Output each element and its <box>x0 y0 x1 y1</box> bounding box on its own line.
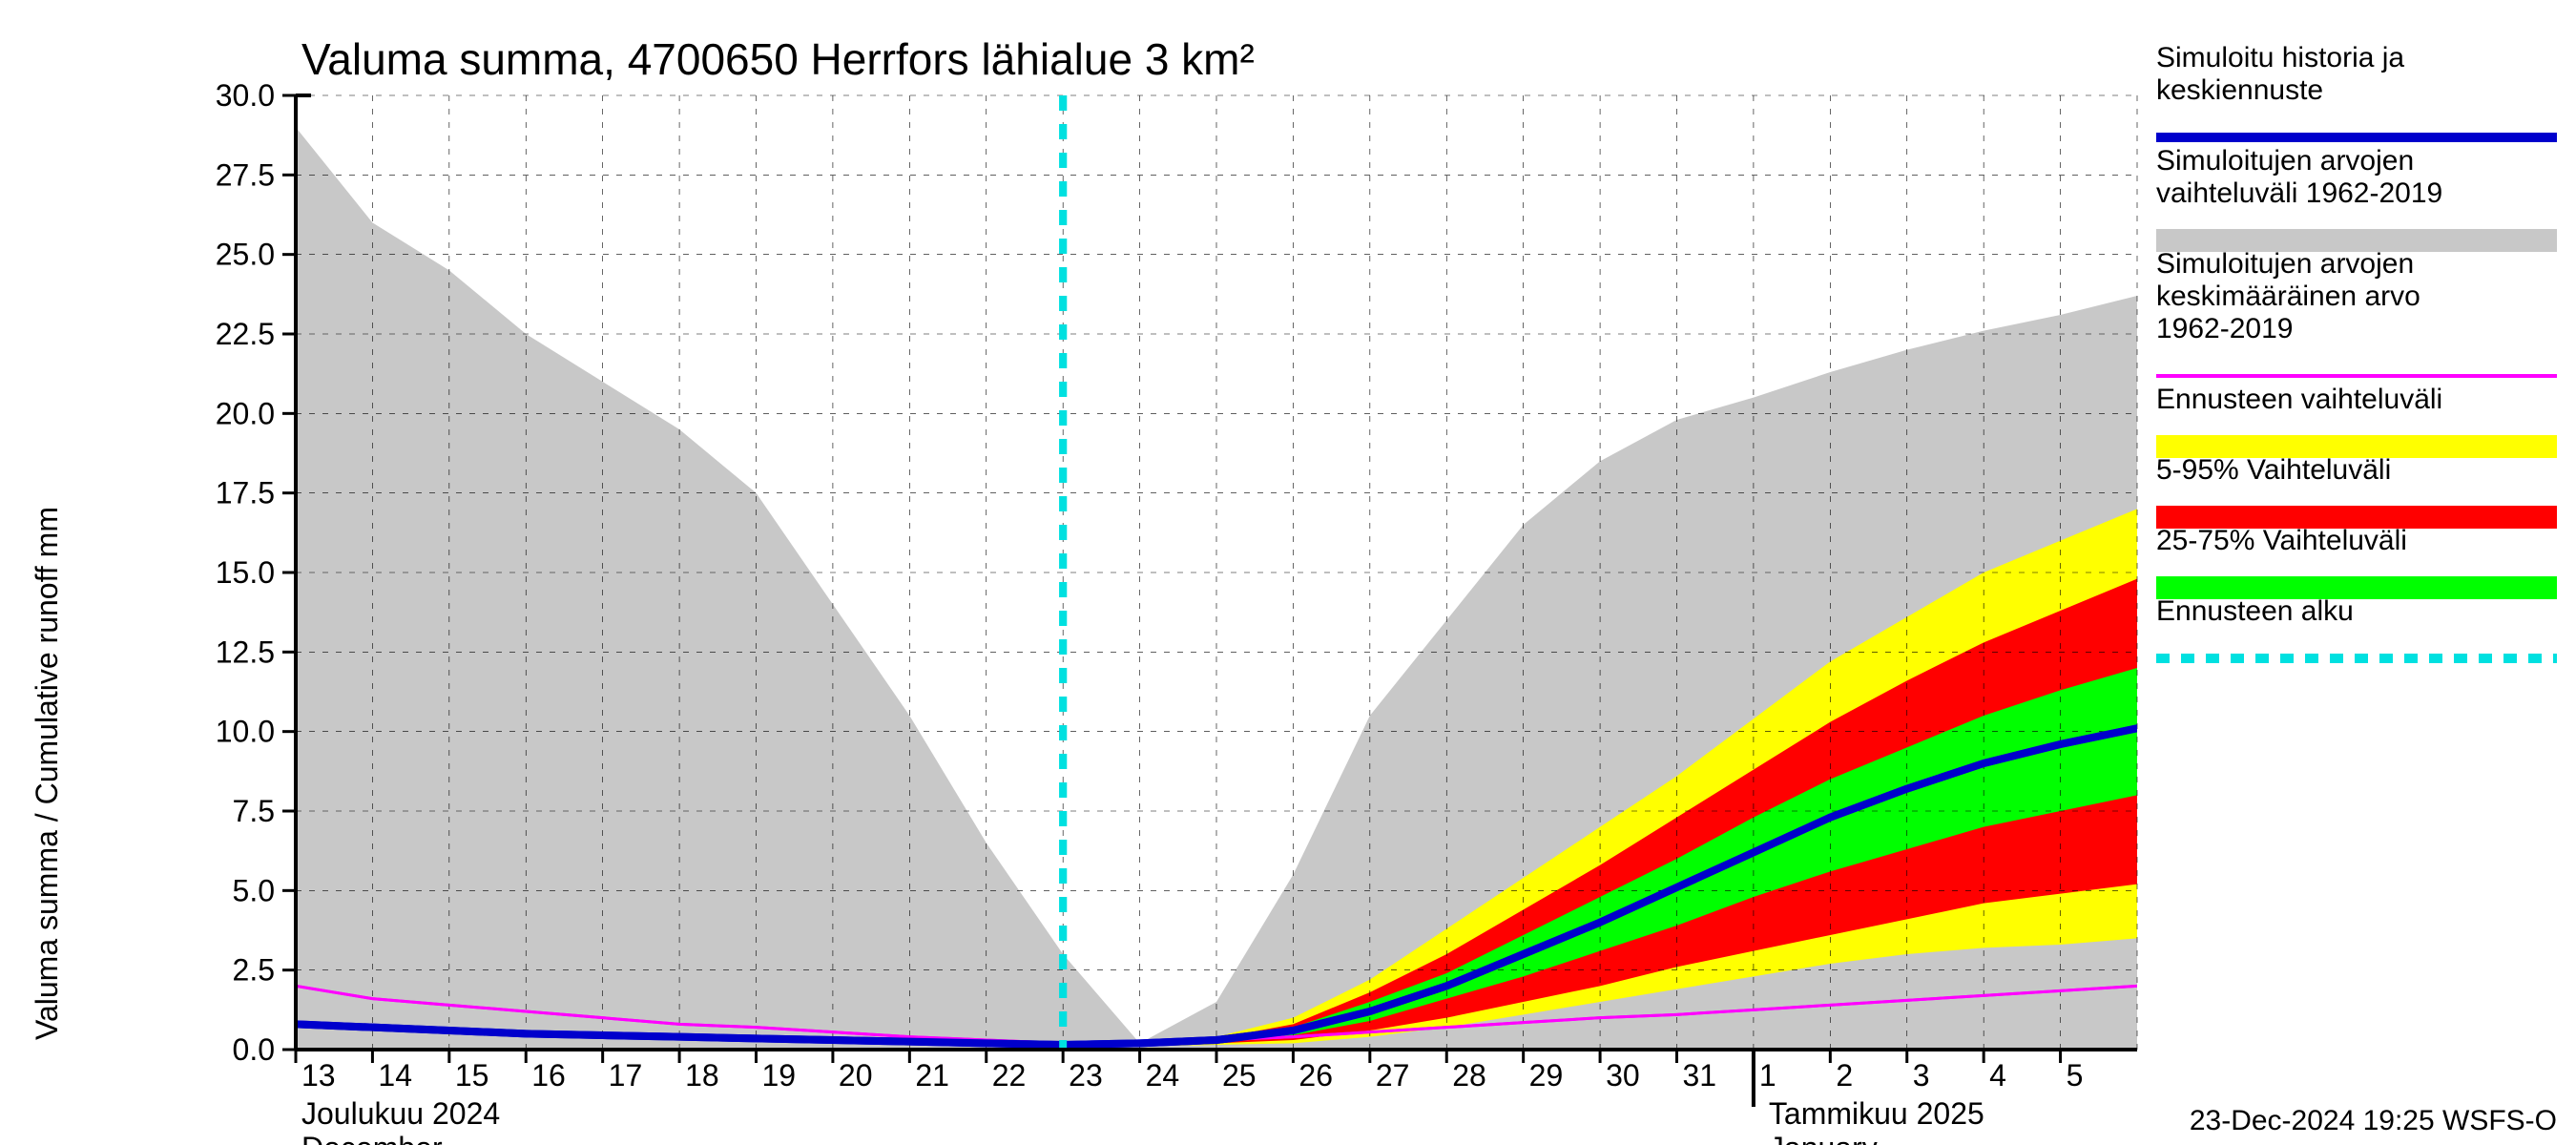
y-tick-label: 27.5 <box>216 157 275 192</box>
legend-label: keskimääräinen arvo <box>2156 281 2420 312</box>
x-tick-label: 22 <box>992 1058 1027 1093</box>
legend-label: Simuloitujen arvojen <box>2156 248 2414 280</box>
month-label-left-1: Joulukuu 2024 <box>301 1096 500 1131</box>
x-tick-label: 31 <box>1683 1058 1717 1093</box>
y-tick-label: 10.0 <box>216 715 275 749</box>
legend-label: Simuloitujen arvojen <box>2156 145 2414 177</box>
month-label-right-2: January <box>1769 1131 1878 1145</box>
legend-label: vaihteluväli 1962-2019 <box>2156 177 2442 209</box>
x-tick-label: 21 <box>915 1058 949 1093</box>
y-tick-label: 12.5 <box>216 635 275 669</box>
x-tick-label: 2 <box>1836 1058 1853 1093</box>
y-tick-label: 25.0 <box>216 238 275 272</box>
chart-title: Valuma summa, 4700650 Herrfors lähialue … <box>301 34 1255 84</box>
x-tick-label: 14 <box>378 1058 412 1093</box>
x-tick-label: 30 <box>1606 1058 1640 1093</box>
y-tick-label: 20.0 <box>216 396 275 430</box>
y-tick-label: 2.5 <box>233 953 275 988</box>
chart-container: 0.0 2.5 5.0 7.5 10.0 12.5 15.0 17.5 20.0 22.5 25.0… <box>0 0 2576 1145</box>
x-tick-label: 13 <box>301 1058 336 1093</box>
x-tick-label: 16 <box>531 1058 566 1093</box>
y-tick-label: 22.5 <box>216 317 275 351</box>
legend-label: Ennusteen alku <box>2156 595 2354 627</box>
x-tick-label: 23 <box>1069 1058 1103 1093</box>
legend-label: 25-75% Vaihteluväli <box>2156 525 2407 556</box>
footer-timestamp: 23-Dec-2024 19:25 WSFS-O <box>2190 1105 2557 1136</box>
x-tick-label: 25 <box>1222 1058 1257 1093</box>
x-tick-label: 28 <box>1452 1058 1486 1093</box>
y-tick-label: 30.0 <box>216 78 275 113</box>
legend-label: Simuloitu historia ja <box>2156 42 2404 73</box>
month-label-left-2: December <box>301 1131 443 1145</box>
legend-label: 5-95% Vaihteluväli <box>2156 454 2391 486</box>
legend-label: Ennusteen vaihteluväli <box>2156 384 2442 415</box>
y-tick-label: 5.0 <box>233 873 275 907</box>
x-tick-label: 3 <box>1913 1058 1930 1093</box>
y-tick-label: 7.5 <box>233 794 275 828</box>
x-tick-label: 17 <box>609 1058 643 1093</box>
x-tick-label: 15 <box>455 1058 489 1093</box>
legend-label: keskiennuste <box>2156 74 2323 106</box>
x-tick-label: 27 <box>1376 1058 1410 1093</box>
y-tick-label: 17.5 <box>216 476 275 510</box>
y-tick-label: 0.0 <box>233 1032 275 1067</box>
x-tick-label: 24 <box>1146 1058 1180 1093</box>
x-tick-label: 19 <box>762 1058 797 1093</box>
x-tick-label: 20 <box>839 1058 873 1093</box>
x-tick-label: 5 <box>2067 1058 2084 1093</box>
x-tick-label: 4 <box>1989 1058 2006 1093</box>
chart-svg: 0.0 2.5 5.0 7.5 10.0 12.5 15.0 17.5 20.0 22.5 25.0… <box>0 0 2576 1145</box>
x-tick-label: 29 <box>1529 1058 1564 1093</box>
x-tick-label: 18 <box>685 1058 719 1093</box>
x-tick-label: 26 <box>1298 1058 1333 1093</box>
x-tick-label: 1 <box>1759 1058 1776 1093</box>
month-label-right-1: Tammikuu 2025 <box>1769 1096 1984 1131</box>
legend-label: 1962-2019 <box>2156 313 2293 344</box>
y-axis-label: Valuma summa / Cumulative runoff mm <box>30 507 64 1040</box>
y-tick-label: 15.0 <box>216 555 275 590</box>
